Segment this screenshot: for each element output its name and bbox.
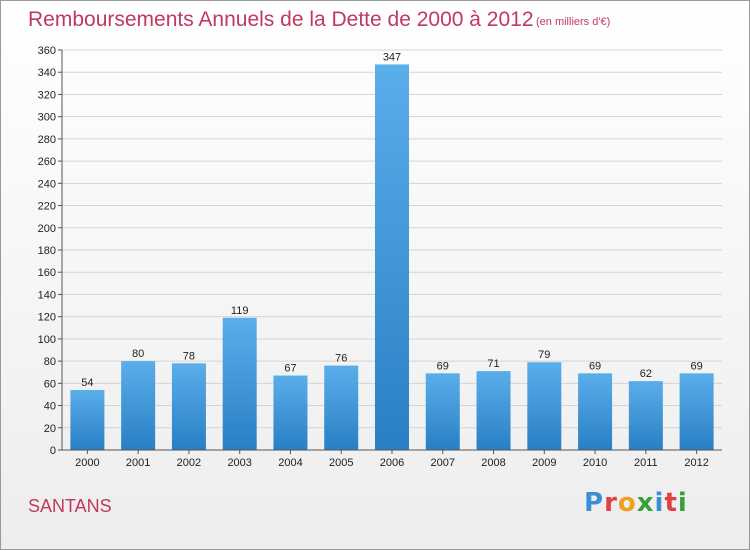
data-label-2007: 69: [437, 360, 449, 372]
logo-letter: x: [636, 488, 655, 518]
y-tick-label: 100: [38, 334, 56, 346]
data-label-2001: 80: [132, 348, 144, 360]
chart-unit: (en milliers d'€): [536, 16, 611, 28]
x-tick-label-2004: 2004: [278, 457, 302, 469]
bar-2005: [324, 365, 359, 450]
y-axis: 0 20 40 60 80 100 120 140 160 180 200 220 240 260 280 3…: [38, 45, 63, 457]
y-tick-label: 280: [38, 134, 56, 146]
bar-2010: [578, 373, 613, 450]
chart-title: Remboursements Annuels de la Dette de 20…: [28, 8, 534, 31]
data-label-2003: 119: [231, 305, 249, 317]
bar-2008: [476, 371, 511, 450]
y-tick-label: 240: [38, 178, 56, 190]
logo-letter: P: [584, 488, 605, 518]
x-tick-label-2003: 2003: [227, 457, 251, 469]
x-tick-label-2012: 2012: [684, 457, 708, 469]
bar-2004: [273, 375, 308, 450]
logo-letter: o: [617, 488, 637, 518]
data-label-2006: 347: [383, 51, 401, 63]
y-tick-label: 20: [44, 423, 56, 435]
x-tick-label-2002: 2002: [177, 457, 201, 469]
data-label-2002: 78: [183, 350, 195, 362]
data-label-2005: 76: [335, 353, 347, 365]
bars: 54 80 78 119 67 76 347 69 71 79 69 62 69: [70, 51, 714, 450]
y-tick-label: 220: [38, 201, 56, 213]
y-tick-label: 0: [50, 445, 56, 457]
data-label-2010: 69: [589, 360, 601, 372]
y-tick-label: 320: [38, 89, 56, 101]
y-tick-label: 260: [38, 156, 56, 168]
x-tick-label-2006: 2006: [380, 457, 404, 469]
data-label-2008: 71: [487, 358, 499, 370]
y-tick-label: 140: [38, 289, 56, 301]
x-tick-label-2007: 2007: [431, 457, 455, 469]
y-tick-label: 60: [44, 378, 56, 390]
data-label-2004: 67: [284, 363, 296, 375]
bar-2000: [70, 390, 105, 450]
data-label-2012: 69: [690, 360, 702, 372]
bar-2007: [425, 373, 460, 450]
y-tick-label: 360: [38, 45, 56, 57]
x-tick-label-2008: 2008: [481, 457, 505, 469]
bar-2009: [527, 362, 562, 450]
data-label-2009: 79: [538, 349, 550, 361]
proxiti-logo[interactable]: Proxiti: [584, 488, 688, 518]
x-tick-label-2011: 2011: [634, 457, 658, 469]
y-tick-label: 160: [38, 267, 56, 279]
y-tick-label: 180: [38, 245, 56, 257]
logo-letter: i: [677, 488, 688, 518]
y-tick-label: 200: [38, 223, 56, 235]
y-tick-label: 340: [38, 67, 56, 79]
logo-letter: i: [654, 488, 665, 518]
data-label-2011: 62: [640, 368, 652, 380]
bar-2011: [628, 381, 663, 450]
bar-2006: [375, 64, 409, 450]
y-tick-label: 120: [38, 312, 56, 324]
logo-letter: t: [664, 488, 678, 518]
y-tick-label: 300: [38, 112, 56, 124]
x-tick-label-2005: 2005: [329, 457, 353, 469]
bar-2012: [679, 373, 714, 450]
data-label-2000: 54: [81, 377, 93, 389]
bar-2002: [171, 363, 206, 450]
bar-2003: [222, 317, 257, 450]
x-tick-label-2010: 2010: [583, 457, 607, 469]
logo-letter: r: [604, 488, 618, 518]
y-tick-label: 40: [44, 401, 56, 413]
place-name: SANTANS: [28, 496, 112, 516]
x-axis: 2000 2001 2002 2003 2004 2005 2006 2007 2008 2009…: [62, 449, 722, 469]
y-tick-label: 80: [44, 356, 56, 368]
x-tick-label-2000: 2000: [75, 457, 99, 469]
x-tick-label-2009: 2009: [532, 457, 556, 469]
bar-2001: [121, 361, 156, 450]
x-tick-label-2001: 2001: [126, 457, 150, 469]
